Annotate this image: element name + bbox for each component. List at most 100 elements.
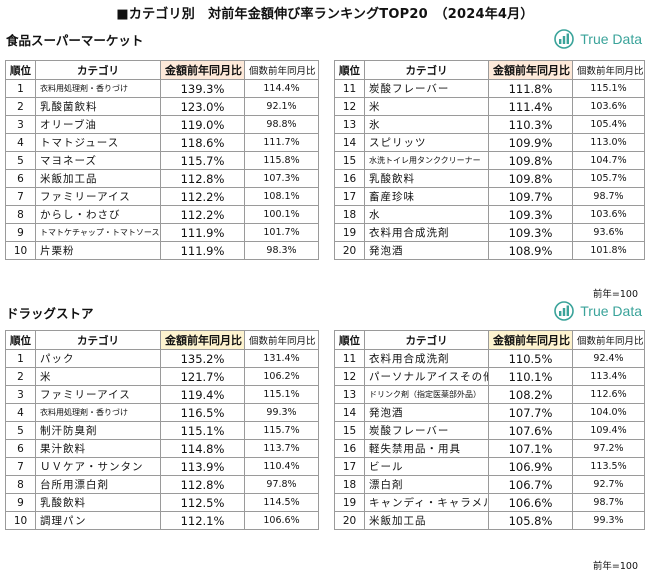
rank-cell: 13 [334, 385, 365, 404]
ranking-row: 11 炭酸フレーバー 111.8% 115.1% [334, 79, 645, 98]
amount-ratio-cell: 106.9% [488, 457, 573, 476]
count-ratio-cell: 113.0% [572, 133, 645, 152]
category-cell: 漂白剤 [364, 475, 489, 494]
truedata-logo-icon [554, 29, 575, 49]
header-category: カテゴリ [364, 330, 489, 350]
amount-ratio-cell: 110.5% [488, 349, 573, 368]
category-cell: 炭酸フレーバー [364, 79, 489, 98]
header-rank: 順位 [334, 60, 365, 80]
category-cell: ファミリーアイス [35, 385, 161, 404]
category-cell: パーソナルアイスその他 [364, 367, 489, 386]
amount-ratio-cell: 121.7% [160, 367, 245, 386]
ranking-row: 20 米飯加工品 105.8% 99.3% [334, 511, 645, 530]
amount-ratio-cell: 112.8% [160, 475, 245, 494]
category-cell: 氷 [364, 115, 489, 134]
amount-ratio-cell: 123.0% [160, 97, 245, 116]
header-category: カテゴリ [364, 60, 489, 80]
amount-ratio-cell: 114.8% [160, 439, 245, 458]
count-ratio-cell: 105.7% [572, 169, 645, 188]
amount-ratio-cell: 112.1% [160, 511, 245, 530]
amount-ratio-cell: 115.7% [160, 151, 245, 170]
header-amount: 金額前年同月比 [488, 330, 573, 350]
count-ratio-cell: 92.1% [244, 97, 319, 116]
ranking-row: 2 乳酸菌飲料 123.0% 92.1% [5, 97, 319, 116]
rank-cell: 17 [334, 187, 365, 206]
amount-ratio-cell: 112.8% [160, 169, 245, 188]
count-ratio-cell: 99.3% [572, 511, 645, 530]
count-ratio-cell: 104.0% [572, 403, 645, 422]
count-ratio-cell: 98.7% [572, 493, 645, 512]
count-ratio-cell: 99.3% [244, 403, 319, 422]
count-ratio-cell: 106.2% [244, 367, 319, 386]
category-cell: 水洗トイレ用タンククリーナー [364, 151, 489, 170]
category-cell: 米飯加工品 [35, 169, 161, 188]
ranking-row: 15 炭酸フレーバー 107.6% 109.4% [334, 421, 645, 440]
count-ratio-cell: 114.4% [244, 79, 319, 98]
amount-ratio-cell: 106.7% [488, 475, 573, 494]
amount-ratio-cell: 109.3% [488, 205, 573, 224]
amount-ratio-cell: 109.3% [488, 223, 573, 242]
amount-ratio-cell: 139.3% [160, 79, 245, 98]
count-ratio-cell: 115.1% [244, 385, 319, 404]
count-ratio-cell: 112.6% [572, 385, 645, 404]
amount-ratio-cell: 109.8% [488, 151, 573, 170]
page-title: ■カテゴリ別 対前年金額伸び率ランキングTOP20 （2024年4月） [116, 7, 534, 22]
amount-ratio-cell: 115.1% [160, 421, 245, 440]
category-cell: 果汁飲料 [35, 439, 161, 458]
rank-cell: 14 [334, 403, 365, 422]
ranking-row: 3 オリーブ油 119.0% 98.8% [5, 115, 319, 134]
count-ratio-cell: 115.1% [572, 79, 645, 98]
category-cell: 発泡酒 [364, 403, 489, 422]
count-ratio-cell: 97.2% [572, 439, 645, 458]
header-category: カテゴリ [35, 330, 161, 350]
rank-cell: 11 [334, 349, 365, 368]
ranking-row: 11 衣料用合成洗剤 110.5% 92.4% [334, 349, 645, 368]
count-ratio-cell: 110.4% [244, 457, 319, 476]
truedata-logo-icon [554, 301, 575, 321]
rank-cell: 5 [5, 421, 36, 440]
category-cell: からし・わさび [35, 205, 161, 224]
count-ratio-cell: 92.7% [572, 475, 645, 494]
rank-cell: 4 [5, 403, 36, 422]
rank-cell: 1 [5, 349, 36, 368]
amount-ratio-cell: 109.9% [488, 133, 573, 152]
header-amount: 金額前年同月比 [160, 60, 245, 80]
amount-ratio-cell: 118.6% [160, 133, 245, 152]
category-cell: ファミリーアイス [35, 187, 161, 206]
ranking-row: 4 衣料用処理剤・香りづけ 116.5% 99.3% [5, 403, 319, 422]
ranking-row: 13 氷 110.3% 105.4% [334, 115, 645, 134]
food-table-left: 順位 カテゴリ 金額前年同月比 個数前年同月比 1 衣料用処理剤・香りづけ 139.… [5, 60, 319, 260]
rank-cell: 11 [334, 79, 365, 98]
amount-ratio-cell: 116.5% [160, 403, 245, 422]
category-cell: 衣料用合成洗剤 [364, 223, 489, 242]
food-table-right: 順位 カテゴリ 金額前年同月比 個数前年同月比 11 炭酸フレーバー 111.8% 1… [334, 60, 645, 260]
ranking-row: 5 マヨネーズ 115.7% 115.8% [5, 151, 319, 170]
ranking-row: 10 調理パン 112.1% 106.6% [5, 511, 319, 530]
header-rank: 順位 [5, 60, 36, 80]
amount-ratio-cell: 135.2% [160, 349, 245, 368]
rank-cell: 2 [5, 97, 36, 116]
rank-cell: 20 [334, 511, 365, 530]
ranking-row: 20 発泡酒 108.9% 101.8% [334, 241, 645, 260]
amount-ratio-cell: 108.2% [488, 385, 573, 404]
rank-cell: 15 [334, 421, 365, 440]
drug-table-left: 順位 カテゴリ 金額前年同月比 個数前年同月比 1 パック 135.2% 131.4%… [5, 330, 319, 530]
rank-cell: 18 [334, 475, 365, 494]
category-cell: ＵＶケア・サンタン [35, 457, 161, 476]
category-cell: 台所用漂白剤 [35, 475, 161, 494]
ranking-row: 7 ファミリーアイス 112.2% 108.1% [5, 187, 319, 206]
rank-cell: 6 [5, 439, 36, 458]
count-ratio-cell: 98.3% [244, 241, 319, 260]
ranking-row: 8 台所用漂白剤 112.8% 97.8% [5, 475, 319, 494]
category-cell: 調理パン [35, 511, 161, 530]
rank-cell: 6 [5, 169, 36, 188]
ranking-row: 17 ビール 106.9% 113.5% [334, 457, 645, 476]
rank-cell: 4 [5, 133, 36, 152]
ranking-row: 16 乳酸飲料 109.8% 105.7% [334, 169, 645, 188]
category-cell: 乳酸菌飲料 [35, 97, 161, 116]
truedata-logo-drug: True Data [553, 301, 642, 321]
ranking-row: 15 水洗トイレ用タンククリーナー 109.8% 104.7% [334, 151, 645, 170]
rank-cell: 15 [334, 151, 365, 170]
rank-cell: 19 [334, 223, 365, 242]
ranking-row: 8 からし・わさび 112.2% 100.1% [5, 205, 319, 224]
